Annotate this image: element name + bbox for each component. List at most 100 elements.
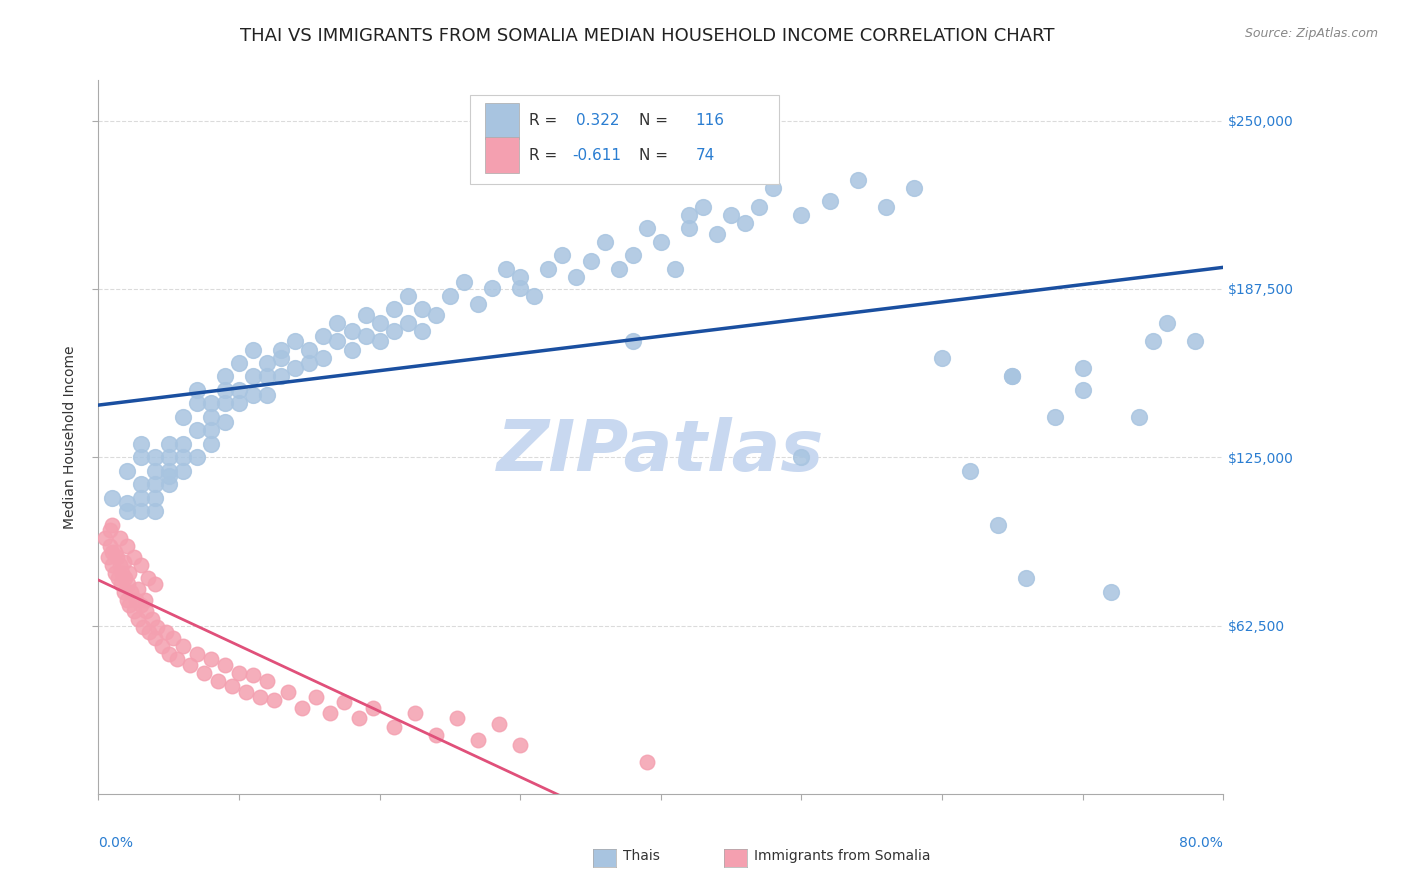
Point bbox=[692, 200, 714, 214]
Point bbox=[120, 585, 142, 599]
Point bbox=[319, 706, 342, 720]
Point bbox=[354, 308, 377, 322]
Point bbox=[488, 717, 510, 731]
Point bbox=[157, 477, 180, 491]
Point bbox=[115, 504, 138, 518]
Point bbox=[108, 558, 131, 572]
Point bbox=[166, 652, 188, 666]
Point bbox=[720, 208, 742, 222]
Point bbox=[118, 566, 141, 580]
Point bbox=[636, 755, 658, 769]
Point bbox=[143, 491, 166, 505]
Point bbox=[368, 316, 391, 330]
Point bbox=[104, 566, 127, 580]
Point bbox=[242, 343, 264, 357]
Point bbox=[172, 639, 194, 653]
Point bbox=[509, 739, 531, 753]
Point bbox=[678, 221, 700, 235]
Point bbox=[664, 261, 686, 276]
Point bbox=[467, 733, 489, 747]
Point bbox=[242, 369, 264, 384]
Point bbox=[155, 625, 177, 640]
Point bbox=[186, 450, 208, 465]
Point bbox=[129, 504, 152, 518]
Point bbox=[607, 261, 630, 276]
Point bbox=[186, 647, 208, 661]
Point bbox=[98, 539, 121, 553]
Point bbox=[931, 351, 953, 365]
Point bbox=[172, 450, 194, 465]
Point bbox=[200, 396, 222, 410]
Point bbox=[135, 604, 157, 618]
Point bbox=[790, 208, 813, 222]
Point bbox=[425, 308, 447, 322]
Point bbox=[263, 692, 285, 706]
Point bbox=[509, 269, 531, 284]
Point bbox=[1001, 369, 1024, 384]
FancyBboxPatch shape bbox=[485, 103, 519, 139]
Point bbox=[481, 280, 503, 294]
Point bbox=[326, 316, 349, 330]
Point bbox=[98, 523, 121, 537]
Point bbox=[903, 181, 925, 195]
Text: 74: 74 bbox=[696, 148, 714, 162]
Point bbox=[138, 625, 160, 640]
Point bbox=[127, 612, 149, 626]
Point bbox=[1015, 571, 1038, 585]
Point bbox=[143, 577, 166, 591]
Point bbox=[146, 620, 169, 634]
Point bbox=[579, 253, 602, 268]
Point bbox=[129, 558, 152, 572]
Point bbox=[1001, 369, 1024, 384]
Point bbox=[298, 356, 321, 370]
Text: THAI VS IMMIGRANTS FROM SOMALIA MEDIAN HOUSEHOLD INCOME CORRELATION CHART: THAI VS IMMIGRANTS FROM SOMALIA MEDIAN H… bbox=[239, 27, 1054, 45]
Point bbox=[228, 396, 250, 410]
Point bbox=[101, 544, 124, 558]
Point bbox=[143, 631, 166, 645]
Point bbox=[172, 409, 194, 424]
Point bbox=[143, 477, 166, 491]
Point bbox=[790, 450, 813, 465]
Point bbox=[396, 289, 419, 303]
Y-axis label: Median Household Income: Median Household Income bbox=[63, 345, 77, 529]
Point bbox=[312, 351, 335, 365]
Point bbox=[193, 665, 215, 680]
Point bbox=[214, 369, 236, 384]
Point bbox=[256, 388, 278, 402]
Point bbox=[404, 706, 426, 720]
Text: 116: 116 bbox=[696, 113, 724, 128]
Point bbox=[122, 549, 145, 564]
Point bbox=[291, 700, 314, 714]
Point bbox=[143, 464, 166, 478]
Point bbox=[214, 396, 236, 410]
Point bbox=[439, 289, 461, 303]
Point bbox=[162, 631, 184, 645]
Point bbox=[101, 491, 124, 505]
Point bbox=[143, 504, 166, 518]
Point bbox=[115, 539, 138, 553]
Point bbox=[172, 464, 194, 478]
Point bbox=[129, 477, 152, 491]
Point bbox=[115, 464, 138, 478]
Point bbox=[382, 302, 405, 317]
Point bbox=[1128, 409, 1150, 424]
Point bbox=[1142, 334, 1164, 349]
Point bbox=[127, 582, 149, 597]
Point bbox=[115, 593, 138, 607]
Point bbox=[186, 423, 208, 437]
Point bbox=[129, 450, 152, 465]
Point bbox=[284, 361, 307, 376]
Point bbox=[621, 334, 644, 349]
Point bbox=[157, 647, 180, 661]
Text: N =: N = bbox=[640, 113, 673, 128]
Point bbox=[411, 302, 433, 317]
Point bbox=[108, 531, 131, 545]
Point bbox=[621, 248, 644, 262]
Point bbox=[129, 599, 152, 613]
Point bbox=[228, 356, 250, 370]
Point bbox=[354, 329, 377, 343]
Text: -0.611: -0.611 bbox=[572, 148, 621, 162]
Text: ZIPatlas: ZIPatlas bbox=[498, 417, 824, 486]
Point bbox=[214, 383, 236, 397]
Point bbox=[112, 585, 135, 599]
